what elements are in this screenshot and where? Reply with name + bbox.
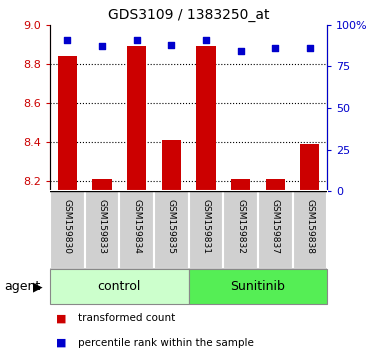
Bar [189,269,327,304]
Bar [300,144,320,191]
Bar [162,140,181,191]
Text: percentile rank within the sample: percentile rank within the sample [78,338,254,348]
Point [134,37,140,42]
Bar [266,179,285,191]
Bar [127,46,146,191]
Text: GSM159830: GSM159830 [63,199,72,254]
Bar [58,56,77,191]
Text: GSM159833: GSM159833 [97,199,107,254]
Point [203,37,209,42]
Bar [196,46,216,191]
Bar [119,191,154,269]
Text: Sunitinib: Sunitinib [231,280,285,293]
Bar [85,191,119,269]
Bar [293,191,327,269]
Point [272,45,278,51]
Bar [231,179,250,191]
Point [307,45,313,51]
Point [99,44,105,49]
Point [238,48,244,54]
Text: GSM159834: GSM159834 [132,199,141,254]
Text: ■: ■ [55,313,66,323]
Bar [189,191,223,269]
Text: control: control [98,280,141,293]
Text: GSM159835: GSM159835 [167,199,176,254]
Text: GSM159838: GSM159838 [305,199,315,254]
Point [64,37,70,42]
Title: GDS3109 / 1383250_at: GDS3109 / 1383250_at [108,8,270,22]
Bar [92,179,112,191]
Bar [154,191,189,269]
Point [168,42,174,47]
Text: GSM159831: GSM159831 [201,199,211,254]
Bar [223,191,258,269]
Text: GSM159832: GSM159832 [236,199,245,254]
Bar [258,191,293,269]
Text: ▶: ▶ [33,280,42,293]
Text: ■: ■ [55,338,66,348]
Text: GSM159837: GSM159837 [271,199,280,254]
Bar [50,191,85,269]
Bar [50,269,189,304]
Text: transformed count: transformed count [78,313,175,323]
Text: agent: agent [4,280,40,293]
